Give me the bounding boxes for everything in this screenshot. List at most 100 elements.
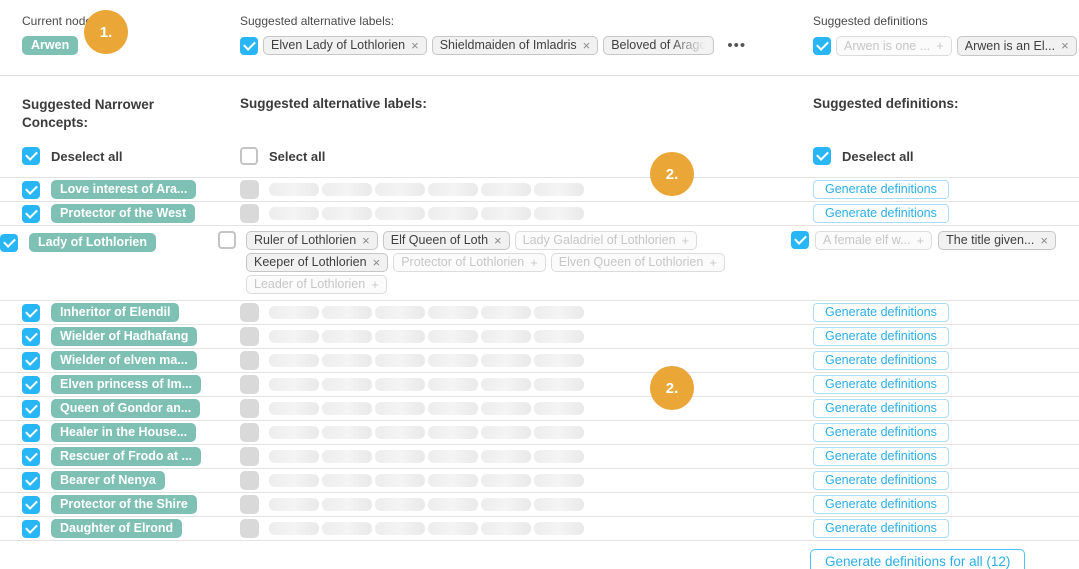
more-options-icon[interactable]: ••• [727, 37, 747, 54]
concept-chip[interactable]: Daughter of Elrond [51, 519, 183, 539]
skeleton-chip [269, 426, 319, 440]
suggestion-chip[interactable]: Elf Queen of Loth × [382, 231, 510, 251]
skeleton-chip [534, 474, 584, 488]
skeleton-chip [269, 522, 319, 536]
concept-chip[interactable]: Wielder of Hadhafang [51, 327, 198, 347]
skeleton-chip [375, 183, 425, 197]
generate-definitions-button[interactable]: Generate definitions [813, 303, 949, 323]
skeleton-chip [428, 306, 478, 320]
concept-chip[interactable]: Bearer of Nenya [51, 471, 165, 491]
concept-chip[interactable]: Love interest of Ara... [51, 180, 197, 200]
concept-checkbox[interactable] [22, 327, 40, 346]
generate-definitions-button[interactable]: Generate definitions [813, 399, 949, 419]
remove-icon[interactable]: × [1040, 232, 1048, 248]
suggestion-chip[interactable]: Beloved of Arago [603, 36, 715, 55]
concept-chip[interactable]: Queen of Gondor an... [51, 399, 201, 419]
suggestion-chip[interactable]: Arwen is an El... × [956, 36, 1077, 56]
skeleton-chip [269, 330, 319, 344]
add-icon[interactable]: + [709, 254, 717, 270]
add-icon[interactable]: + [681, 232, 690, 248]
alt-label-chips: Ruler of Lothlorien × Elf Queen of Loth × La… [246, 231, 725, 295]
suggestion-chip[interactable]: Lady Galadriel of Lothlorien + [514, 231, 698, 251]
remove-icon[interactable]: × [362, 232, 370, 248]
concept-chip[interactable]: Lady of Lothlorien [29, 233, 157, 253]
narrower-deselect-all-checkbox[interactable] [22, 147, 40, 166]
concept-checkbox[interactable] [22, 519, 40, 538]
section-divider [0, 75, 1079, 76]
concept-checkbox[interactable] [0, 233, 18, 252]
alt-labels-cell [240, 327, 813, 347]
suggestion-chip[interactable]: Protector of Lothlorien + [393, 253, 546, 273]
definitions-cell: Generate definitions [813, 204, 1079, 224]
remove-icon[interactable]: × [411, 37, 419, 53]
suggestion-chip[interactable]: Elven Queen of Lothlorien + [550, 253, 725, 273]
generate-definitions-button[interactable]: Generate definitions [813, 447, 949, 467]
concept-chip[interactable]: Rescuer of Frodo at ... [51, 447, 201, 467]
concept-chip[interactable]: Elven princess of Im... [51, 375, 201, 395]
concept-row: Rescuer of Frodo at ... Generate definiti… [0, 445, 1079, 470]
suggestion-chip[interactable]: A female elf w... + [815, 231, 933, 251]
definitions-checkbox[interactable] [791, 231, 809, 250]
skeleton-chips [269, 207, 584, 221]
concept-checkbox[interactable] [22, 495, 40, 514]
concept-checkbox[interactable] [22, 423, 40, 442]
concept-checkbox[interactable] [22, 447, 40, 466]
concept-cell: Wielder of Hadhafang [22, 325, 240, 348]
suggestion-chip[interactable]: Ruler of Lothlorien × [246, 231, 378, 251]
add-icon[interactable]: + [530, 254, 538, 270]
generate-definitions-button[interactable]: Generate definitions [813, 471, 949, 491]
alt-labels-cell [240, 399, 813, 419]
concept-chip[interactable]: Inheritor of Elendil [51, 303, 180, 323]
skeleton-chip [481, 450, 531, 464]
suggestion-chip[interactable]: Leader of Lothlorien + [246, 275, 387, 295]
generate-definitions-button[interactable]: Generate definitions [813, 180, 949, 200]
concept-checkbox[interactable] [22, 375, 40, 394]
add-icon[interactable]: + [936, 38, 944, 53]
top-alt-labels-checkbox[interactable] [240, 36, 258, 55]
concept-row: Love interest of Ara... Generate definiti… [0, 178, 1079, 203]
concept-checkbox[interactable] [22, 471, 40, 490]
concept-chip[interactable]: Protector of the Shire [51, 495, 197, 515]
concept-checkbox[interactable] [22, 303, 40, 322]
add-icon[interactable]: + [916, 232, 925, 248]
definitions-deselect-all-checkbox[interactable] [813, 147, 831, 166]
skeleton-chip [269, 183, 319, 197]
concept-checkbox[interactable] [22, 399, 40, 418]
remove-icon[interactable]: × [1061, 38, 1069, 53]
generate-definitions-button[interactable]: Generate definitions [813, 375, 949, 395]
suggestion-chip[interactable]: Arwen is one ... + [836, 36, 952, 56]
add-icon[interactable]: + [371, 276, 379, 292]
alt-labels-select-all-checkbox[interactable] [240, 147, 258, 166]
generate-definitions-for-all-button[interactable]: Generate definitions for all (12) [810, 549, 1026, 569]
remove-icon[interactable]: × [582, 37, 591, 53]
concept-chip[interactable]: Wielder of elven ma... [51, 351, 197, 371]
suggestion-chip[interactable]: Shieldmaiden of Imladris × [431, 36, 599, 55]
concept-checkbox[interactable] [22, 204, 40, 223]
step-badge-1: 1. [84, 10, 128, 54]
remove-icon[interactable]: × [372, 254, 381, 270]
concept-checkbox[interactable] [22, 180, 40, 199]
generate-definitions-button[interactable]: Generate definitions [813, 327, 949, 347]
generate-definitions-button[interactable]: Generate definitions [813, 351, 949, 371]
suggestion-chip[interactable]: Keeper of Lothlorien × [246, 253, 389, 273]
generate-definitions-button[interactable]: Generate definitions [813, 204, 949, 224]
remove-icon[interactable]: × [494, 232, 502, 248]
skeleton-chip [534, 522, 584, 536]
suggestion-chip[interactable]: Elven Lady of Lothlorien × [263, 36, 427, 55]
generate-definitions-button[interactable]: Generate definitions [813, 423, 949, 443]
skeleton-chip [428, 522, 478, 536]
concept-row: Protector of the Shire Generate definitio… [0, 493, 1079, 518]
chip-label: Elven Queen of Lothlorien [558, 255, 704, 270]
skeleton-chip [481, 474, 531, 488]
top-definitions-checkbox[interactable] [813, 37, 831, 55]
generate-definitions-button[interactable]: Generate definitions [813, 519, 949, 539]
skeleton-chip [481, 378, 531, 392]
concept-checkbox[interactable] [22, 351, 40, 370]
suggestion-chip[interactable]: The title given... × [938, 231, 1056, 251]
concept-chip[interactable]: Protector of the West [51, 204, 196, 224]
concept-chip[interactable]: Healer in the House... [51, 423, 197, 443]
skeleton-chip [269, 207, 319, 221]
generate-definitions-button[interactable]: Generate definitions [813, 495, 949, 515]
chip-label: The title given... [946, 233, 1035, 248]
alt-labels-checkbox[interactable] [218, 231, 236, 250]
